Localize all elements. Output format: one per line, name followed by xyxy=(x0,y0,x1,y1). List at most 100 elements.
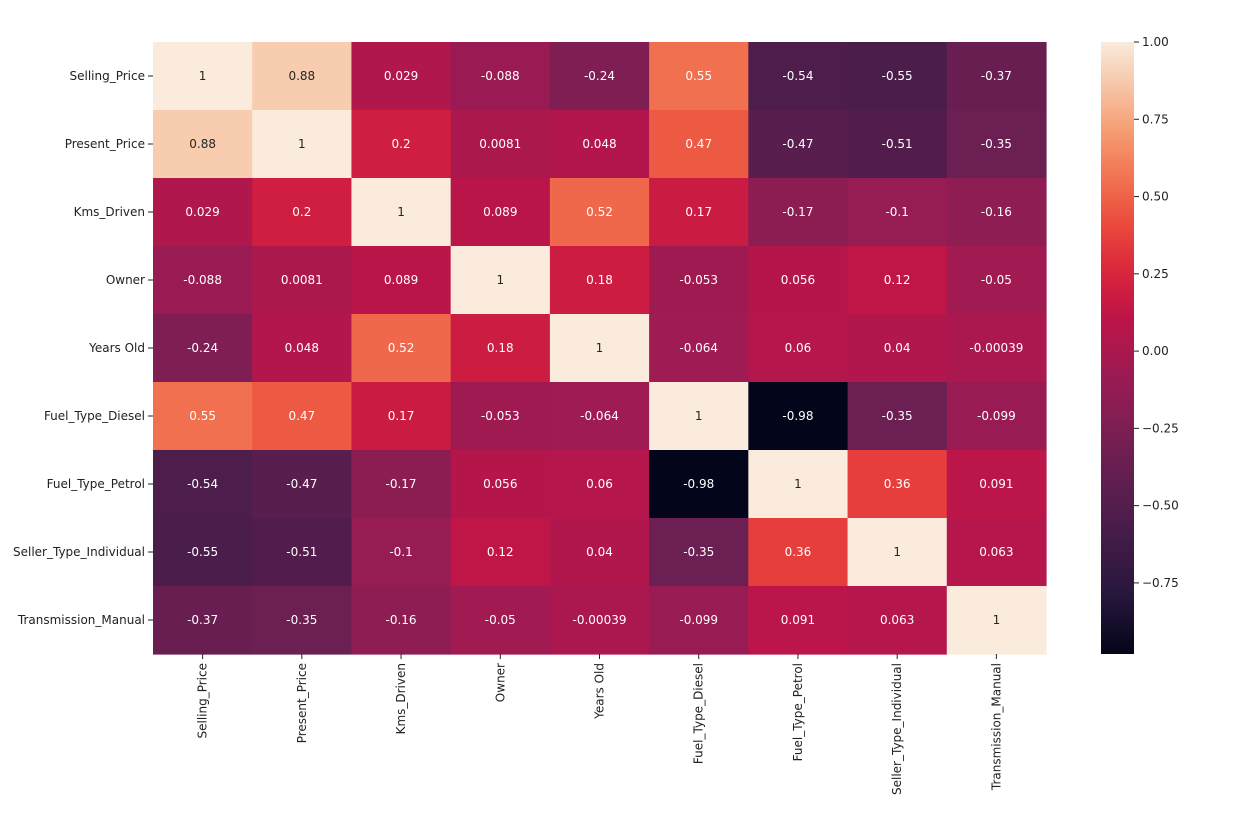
cell-annotation: -0.1 xyxy=(885,205,908,219)
heatmap-cell xyxy=(351,450,452,519)
colorbar-ticks: 1.00 0.75 0.50 0.25 0.00 −0.25 −0.50 −0.75 xyxy=(1134,35,1179,590)
cell-annotation: 0.0081 xyxy=(281,273,323,287)
heatmap-cell xyxy=(649,586,749,655)
colorbar-tick-label: 0.75 xyxy=(1142,112,1169,126)
heatmap-cell xyxy=(748,314,849,383)
cell-annotation: -0.55 xyxy=(882,69,913,83)
heatmap-cell xyxy=(252,42,353,111)
cell-annotation: -0.05 xyxy=(981,273,1012,287)
heatmap-cell xyxy=(450,518,551,587)
cell-annotation: 0.091 xyxy=(781,613,815,627)
cell-annotation: 0.04 xyxy=(884,341,911,355)
colorbar-tick-label: −0.25 xyxy=(1142,421,1179,435)
cell-annotation: 0.06 xyxy=(586,477,613,491)
colorbar: 1.00 0.75 0.50 0.25 0.00 −0.25 −0.50 −0.75 xyxy=(1101,35,1179,654)
heatmap-cell xyxy=(748,42,849,111)
y-tick-label: Fuel_Type_Diesel xyxy=(44,409,145,423)
y-tick-label: Present_Price xyxy=(65,137,145,151)
cell-annotation: 0.18 xyxy=(586,273,613,287)
colorbar-tick-label: 1.00 xyxy=(1142,35,1169,49)
cell-annotation: -0.17 xyxy=(782,205,813,219)
heatmap-cell xyxy=(748,450,849,519)
heatmap-cell xyxy=(748,246,849,315)
x-tick-label: Present_Price xyxy=(295,663,309,743)
heatmap-cell xyxy=(450,42,551,111)
cell-annotation: 0.36 xyxy=(785,545,812,559)
x-tick-label: Kms_Driven xyxy=(394,663,408,734)
cell-annotation: 1 xyxy=(893,545,901,559)
y-tick-label: Kms_Driven xyxy=(74,205,145,219)
colorbar-tick-label: 0.00 xyxy=(1142,344,1169,358)
cell-annotation: 0.47 xyxy=(288,409,315,423)
heatmap-cell xyxy=(153,178,253,247)
cell-annotation: -0.24 xyxy=(584,69,615,83)
cell-annotation: -0.05 xyxy=(485,613,516,627)
cell-annotation: 1 xyxy=(993,613,1001,627)
heatmap-cell xyxy=(847,450,948,519)
cell-annotation: 0.091 xyxy=(979,477,1013,491)
cell-annotation: -0.00039 xyxy=(969,341,1023,355)
heatmap-cell xyxy=(649,450,749,519)
heatmap-cell xyxy=(252,110,353,179)
heatmap-cell xyxy=(252,178,353,247)
heatmap-cell xyxy=(351,178,452,247)
heatmap-cell xyxy=(450,246,551,315)
y-tick-label: Years Old xyxy=(88,341,145,355)
cell-annotation: 1 xyxy=(298,137,306,151)
colorbar-tick-label: −0.75 xyxy=(1142,576,1179,590)
heatmap-cell xyxy=(153,314,253,383)
heatmap-cell xyxy=(549,450,650,519)
cell-annotation: 0.12 xyxy=(884,273,911,287)
cell-annotation: 0.47 xyxy=(685,137,712,151)
cell-annotation: -0.099 xyxy=(679,613,718,627)
colorbar-tick-label: 0.50 xyxy=(1142,190,1169,204)
cell-annotation: 0.048 xyxy=(285,341,319,355)
cell-annotation: -0.35 xyxy=(882,409,913,423)
heatmap-cell xyxy=(946,314,1047,383)
heatmap-cell xyxy=(946,586,1047,655)
cell-annotation: 0.056 xyxy=(483,477,517,491)
cell-annotation: 0.056 xyxy=(781,273,815,287)
cell-annotation: 0.17 xyxy=(685,205,712,219)
cell-annotation: 0.17 xyxy=(388,409,415,423)
heatmap-cell xyxy=(153,518,253,587)
heatmap-cell xyxy=(252,314,353,383)
cell-annotation: 0.2 xyxy=(392,137,411,151)
x-tick-label: Years Old xyxy=(593,663,607,720)
heatmap-cell xyxy=(847,382,948,451)
heatmap-cell xyxy=(351,246,452,315)
heatmap-cell xyxy=(946,42,1047,111)
heatmap-cell xyxy=(847,178,948,247)
cell-annotation: -0.35 xyxy=(683,545,714,559)
cell-annotation: 1 xyxy=(695,409,703,423)
heatmap-cell xyxy=(153,586,253,655)
cell-annotation: 1 xyxy=(596,341,604,355)
heatmap-cell xyxy=(252,382,353,451)
cell-annotation: -0.37 xyxy=(187,613,218,627)
cell-annotation: -0.55 xyxy=(187,545,218,559)
heatmap-cell xyxy=(252,518,353,587)
heatmap-cell xyxy=(748,586,849,655)
cell-annotation: 0.089 xyxy=(384,273,418,287)
heatmap-cell xyxy=(649,382,749,451)
heatmap-annotations: 1 0.88 0.029 -0.088 -0.24 0.55 -0.54 -0.55 -0.37… xyxy=(183,69,1023,627)
cell-annotation: -0.51 xyxy=(286,545,317,559)
cell-annotation: 1 xyxy=(199,69,207,83)
x-tick-label: Fuel_Type_Petrol xyxy=(791,663,805,761)
heatmap-cell xyxy=(748,178,849,247)
y-tick-label: Seller_Type_Individual xyxy=(13,545,145,559)
cell-annotation: 0.0081 xyxy=(479,137,521,151)
cell-annotation: -0.47 xyxy=(782,137,813,151)
cell-annotation: -0.099 xyxy=(977,409,1016,423)
heatmap-cell xyxy=(351,110,452,179)
heatmap-cell xyxy=(847,586,948,655)
heatmap-cell xyxy=(847,42,948,111)
cell-annotation: -0.35 xyxy=(286,613,317,627)
cell-annotation: -0.17 xyxy=(386,477,417,491)
cell-annotation: 0.063 xyxy=(979,545,1013,559)
cell-annotation: -0.98 xyxy=(683,477,714,491)
cell-annotation: -0.51 xyxy=(882,137,913,151)
cell-annotation: -0.088 xyxy=(183,273,222,287)
heatmap-cell xyxy=(450,314,551,383)
